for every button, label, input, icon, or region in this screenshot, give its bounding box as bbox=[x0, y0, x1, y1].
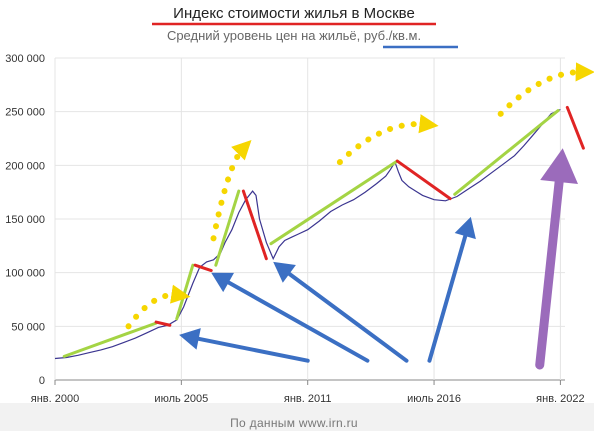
blue-arrow-head bbox=[179, 328, 201, 350]
blue-arrow-head bbox=[273, 261, 296, 283]
y-tick-label: 100 000 bbox=[5, 268, 45, 280]
y-tick-label: 50 000 bbox=[11, 321, 45, 333]
yellow-dotted-arc bbox=[336, 114, 439, 166]
red-trend-line bbox=[395, 159, 452, 201]
y-tick-label: 150 000 bbox=[5, 214, 45, 226]
x-tick-label: янв. 2022 bbox=[536, 393, 584, 405]
y-tick-label: 200 000 bbox=[5, 160, 45, 172]
price-index-line bbox=[54, 108, 561, 360]
y-tick-label: 250 000 bbox=[5, 107, 45, 119]
green-trend-line bbox=[214, 189, 241, 267]
y-tick-label: 0 bbox=[39, 375, 45, 387]
blue-arrow-shaft bbox=[287, 271, 409, 363]
chart-title: Индекс стоимости жилья в Москве bbox=[173, 5, 415, 22]
annotation-overlay bbox=[62, 62, 594, 370]
blue-arrow bbox=[179, 328, 310, 363]
footer-band bbox=[0, 403, 594, 431]
red-trend-line bbox=[241, 189, 268, 261]
y-axis: 0 50 000 100 000 150 000 200 000 250 000 300 0… bbox=[5, 53, 45, 387]
yellow-dotted-arc bbox=[210, 139, 252, 242]
red-trend-line bbox=[565, 105, 585, 150]
green-trend-line bbox=[175, 263, 195, 321]
blue-arrow-shaft bbox=[226, 280, 370, 363]
blue-arrow bbox=[273, 261, 409, 363]
green-trend-line bbox=[269, 159, 399, 246]
purple-arrow bbox=[535, 148, 578, 370]
blue-arrow-shaft bbox=[196, 336, 310, 363]
source-note: По данным www.irn.ru bbox=[230, 416, 358, 430]
yellow-dotted-arc bbox=[497, 62, 594, 117]
subtitle-main: Средний уровень цен на жильё, bbox=[167, 28, 360, 43]
blue-arrow-shaft bbox=[427, 234, 468, 363]
blue-arrow-head bbox=[211, 272, 234, 293]
x-tick-label: июль 2005 bbox=[154, 393, 208, 405]
y-tick-label: 300 000 bbox=[5, 53, 45, 65]
green-trend-line bbox=[453, 109, 560, 196]
x-tick-label: янв. 2000 bbox=[31, 393, 79, 405]
red-trend-line bbox=[154, 320, 172, 327]
blue-arrow bbox=[427, 216, 476, 363]
green-trend-line bbox=[62, 321, 158, 358]
x-tick-label: июль 2016 bbox=[407, 393, 461, 405]
purple-arrow-shaft bbox=[535, 177, 564, 370]
yellow-dotted-arc bbox=[125, 284, 191, 330]
x-axis: янв. 2000 июль 2005 янв. 2011 июль 2016 янв.… bbox=[31, 380, 585, 405]
x-tick-label: янв. 2011 bbox=[284, 393, 332, 405]
blue-arrow-head bbox=[454, 216, 476, 240]
chart-subtitle: Средний уровень цен на жильё, руб./кв.м. bbox=[167, 28, 421, 43]
purple-arrow-head bbox=[540, 148, 578, 184]
subtitle-unit: руб./кв.м. bbox=[364, 28, 421, 43]
blue-arrow bbox=[211, 272, 370, 363]
red-trend-line bbox=[193, 263, 213, 273]
